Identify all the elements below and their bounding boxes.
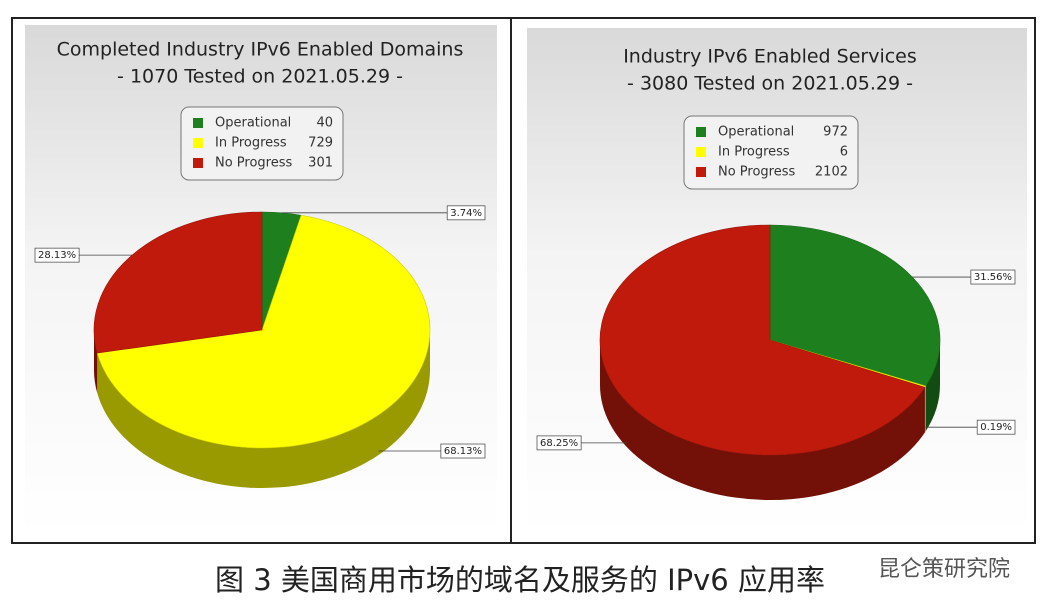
data-label-box bbox=[536, 435, 582, 451]
data-label-box bbox=[446, 205, 486, 221]
slice bbox=[96, 214, 431, 449]
legend-swatch bbox=[696, 167, 706, 177]
legend-label: In Progress bbox=[718, 145, 790, 160]
caption: 图 3 美国商用市场的域名及服务的 IPv6 应用率 bbox=[215, 563, 825, 597]
slice-side bbox=[925, 340, 940, 432]
watermark: 昆仑策研究院 bbox=[878, 557, 1010, 582]
data-label-box bbox=[970, 269, 1016, 285]
chart-title: Industry IPv6 Enabled Services bbox=[623, 46, 917, 68]
data-label: 0.19% bbox=[980, 422, 1012, 433]
legend-label: Operational bbox=[718, 125, 794, 140]
legend-label: Operational bbox=[215, 116, 291, 131]
slice-side bbox=[924, 386, 926, 433]
legend-label: In Progress bbox=[215, 136, 287, 151]
legend-label: No Progress bbox=[215, 156, 293, 171]
data-label: 68.25% bbox=[540, 438, 578, 449]
chart-subtitle: - 1070 Tested on 2021.05.29 - bbox=[117, 66, 403, 88]
legend-count: 40 bbox=[316, 116, 333, 131]
data-label: 31.56% bbox=[974, 272, 1012, 283]
legend-swatch bbox=[696, 127, 706, 137]
legend-count: 301 bbox=[308, 156, 333, 171]
data-label-box bbox=[34, 247, 80, 263]
slice bbox=[93, 211, 263, 354]
slice bbox=[599, 224, 926, 456]
slice-side bbox=[599, 340, 925, 500]
data-label: 28.13% bbox=[38, 250, 76, 261]
legend-swatch bbox=[696, 147, 706, 157]
data-label: 68.13% bbox=[444, 446, 482, 457]
chart-subtitle: - 3080 Tested on 2021.05.29 - bbox=[627, 73, 913, 95]
legend-box bbox=[683, 115, 859, 190]
legend-count: 6 bbox=[840, 145, 848, 160]
legend-count: 2102 bbox=[815, 165, 848, 180]
slice-side bbox=[97, 330, 431, 488]
data-label-box bbox=[440, 443, 486, 459]
legend-count: 972 bbox=[823, 125, 848, 140]
legend-box bbox=[180, 106, 344, 181]
data-label: 3.74% bbox=[450, 208, 482, 219]
legend-swatch bbox=[193, 118, 203, 128]
data-label-box bbox=[976, 419, 1016, 435]
legend-count: 729 bbox=[308, 136, 333, 151]
legend-swatch bbox=[193, 138, 203, 148]
legend-label: No Progress bbox=[718, 165, 796, 180]
slice-side bbox=[94, 330, 98, 394]
chart-title: Completed Industry IPv6 Enabled Domains bbox=[57, 39, 464, 61]
legend-swatch bbox=[193, 158, 203, 168]
